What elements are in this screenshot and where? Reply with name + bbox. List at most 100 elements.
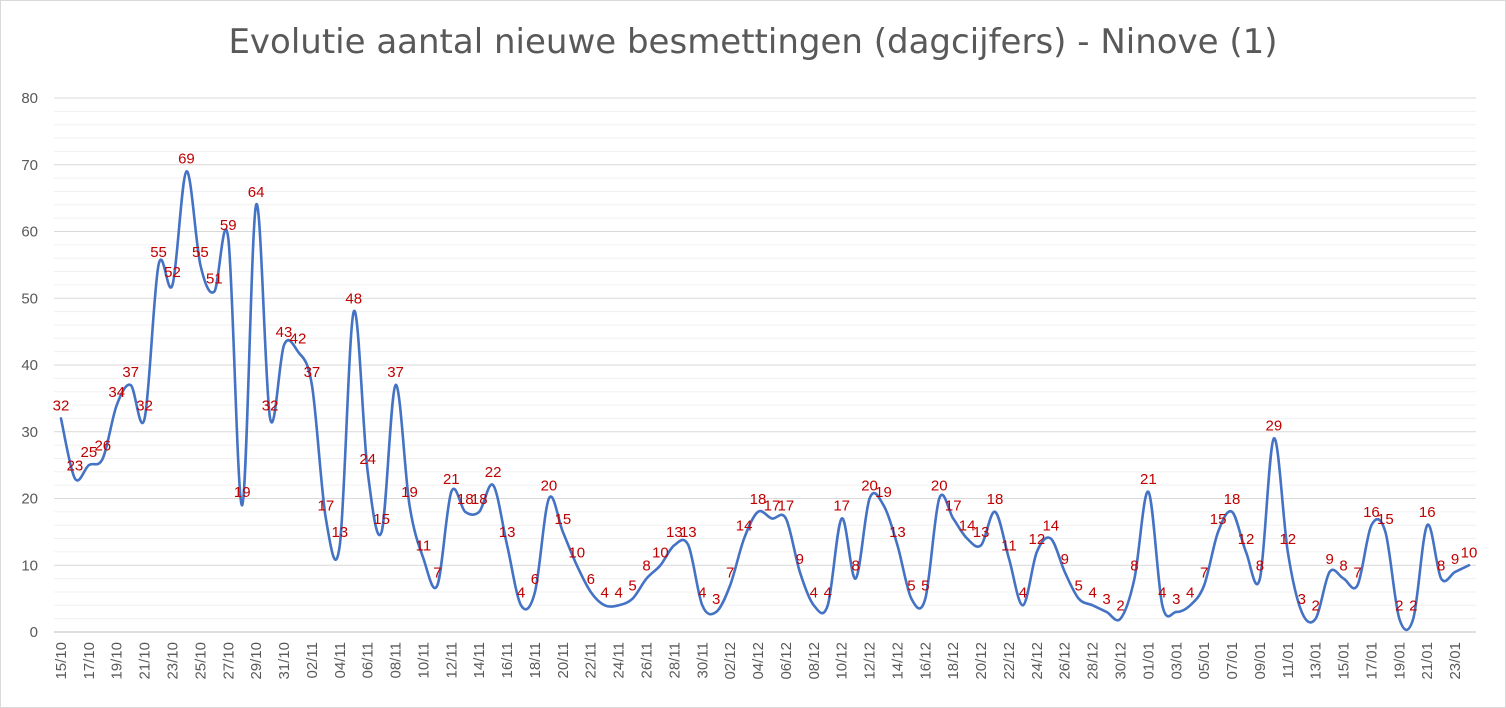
x-axis-tick-labels: 15/10 17/10 19/10 21/10 23/10 25/10 27/10 29/10… (53, 642, 1464, 680)
x-tick-label: 31/10 (276, 642, 293, 680)
x-tick-label: 19/01 (1391, 642, 1408, 680)
series-line (59, 170, 1471, 632)
data-label: 15 (1377, 511, 1394, 528)
data-label: 8 (1339, 558, 1347, 575)
x-tick-label: 03/01 (1168, 642, 1185, 680)
data-label: 24 (359, 451, 376, 468)
y-tick-label: 30 (21, 424, 38, 441)
x-tick-label: 07/01 (1224, 642, 1241, 680)
data-label: 12 (1029, 531, 1046, 548)
data-label: 8 (642, 558, 650, 575)
x-tick-label: 02/12 (722, 642, 739, 680)
x-tick-label: 29/10 (248, 642, 265, 680)
data-label: 14 (736, 518, 753, 535)
x-tick-label: 18/12 (945, 642, 962, 680)
data-label: 26 (94, 437, 111, 454)
x-tick-label: 22/12 (1001, 642, 1018, 680)
data-label: 2 (1409, 598, 1417, 615)
data-label: 11 (1001, 538, 1017, 555)
y-tick-label: 0 (30, 624, 38, 641)
data-label: 20 (541, 478, 558, 495)
data-label: 4 (1088, 584, 1096, 601)
data-label: 13 (680, 524, 697, 541)
data-label: 20 (861, 478, 878, 495)
data-label: 13 (973, 524, 990, 541)
x-tick-label: 04/12 (750, 642, 767, 680)
x-tick-label: 18/11 (527, 642, 544, 678)
x-tick-label: 10/12 (834, 642, 851, 680)
data-label: 13 (889, 524, 906, 541)
data-label: 43 (276, 324, 293, 341)
data-label: 4 (810, 584, 818, 601)
y-tick-label: 80 (21, 90, 38, 107)
data-label: 8 (1437, 558, 1445, 575)
x-tick-label: 30/12 (1113, 642, 1130, 680)
x-tick-label: 24/11 (611, 642, 628, 678)
x-tick-label: 26/12 (1057, 642, 1074, 680)
data-label: 23 (67, 457, 84, 474)
x-tick-label: 12/12 (862, 642, 879, 680)
data-label: 17 (764, 498, 781, 515)
data-label: 4 (824, 584, 832, 601)
y-tick-label: 50 (21, 290, 38, 307)
data-label: 4 (1019, 584, 1027, 601)
x-tick-label: 12/11 (443, 642, 460, 678)
data-label: 18 (471, 491, 488, 508)
data-label: 32 (136, 397, 153, 414)
x-tick-label: 16/12 (917, 642, 934, 680)
minor-gridlines (54, 110, 1476, 620)
x-tick-label: 14/12 (889, 642, 906, 680)
data-label: 18 (1224, 491, 1241, 508)
x-tick-label: 23/01 (1447, 642, 1464, 680)
data-label: 21 (1140, 471, 1157, 488)
data-label: 12 (1238, 531, 1255, 548)
data-label: 2 (1395, 598, 1403, 615)
data-label: 19 (875, 484, 892, 501)
data-label: 32 (262, 397, 279, 414)
data-label: 4 (1158, 584, 1166, 601)
x-tick-label: 28/11 (666, 642, 683, 678)
x-tick-label: 08/12 (806, 642, 823, 680)
data-label: 13 (331, 524, 348, 541)
x-tick-label: 09/01 (1252, 642, 1269, 680)
data-label: 16 (1419, 504, 1436, 521)
data-labels: 3223252634373255526955515919643243423717… (53, 150, 1478, 614)
data-label: 17 (778, 498, 795, 515)
data-label: 3 (712, 591, 720, 608)
y-tick-label: 40 (21, 357, 38, 374)
data-label: 15 (1210, 511, 1227, 528)
data-label: 2 (1116, 598, 1124, 615)
x-tick-label: 15/01 (1336, 642, 1353, 680)
x-tick-label: 20/12 (973, 642, 990, 680)
data-label: 5 (1075, 578, 1083, 595)
data-label: 9 (1061, 551, 1069, 568)
data-label: 48 (345, 291, 362, 308)
data-label: 10 (1461, 544, 1478, 561)
x-tick-label: 23/10 (165, 642, 182, 680)
y-axis-tick-labels: 0 10 20 30 40 50 60 70 80 (21, 90, 38, 641)
data-label: 5 (907, 578, 915, 595)
data-label: 3 (1102, 591, 1110, 608)
x-tick-label: 11/01 (1280, 642, 1297, 678)
data-label: 11 (416, 538, 432, 555)
data-label: 4 (1186, 584, 1194, 601)
data-label: 59 (220, 217, 237, 234)
data-label: 25 (81, 444, 98, 461)
x-tick-label: 20/11 (555, 642, 572, 678)
data-label: 17 (318, 498, 335, 515)
data-label: 20 (931, 478, 948, 495)
data-label: 3 (1172, 591, 1180, 608)
x-tick-label: 14/11 (471, 642, 488, 678)
data-label: 32 (53, 397, 70, 414)
x-tick-label: 24/12 (1029, 642, 1046, 680)
x-tick-label: 15/10 (53, 642, 70, 680)
data-label: 15 (555, 511, 572, 528)
data-label: 69 (178, 150, 195, 167)
x-tick-label: 22/11 (583, 642, 600, 678)
x-tick-label: 21/01 (1419, 642, 1436, 680)
x-tick-label: 27/10 (220, 642, 237, 680)
data-label: 17 (833, 498, 850, 515)
data-label: 9 (1325, 551, 1333, 568)
x-tick-label: 04/11 (332, 642, 349, 678)
